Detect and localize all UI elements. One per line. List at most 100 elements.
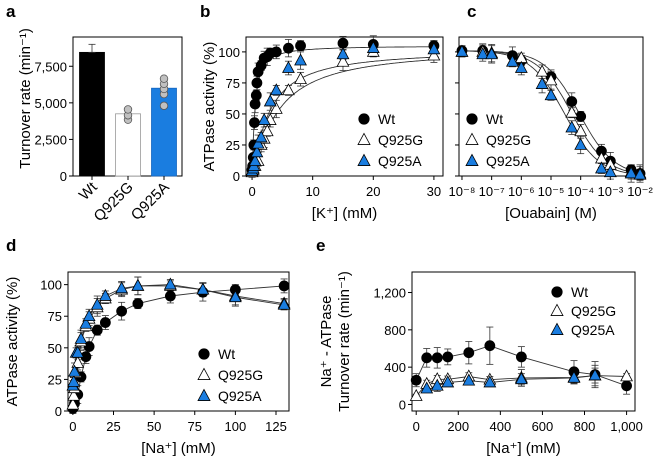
panel-d-point-q925a <box>82 309 96 322</box>
panel-e-xtick-label: 0 <box>413 419 420 434</box>
panel-b-point-q925a <box>250 145 264 158</box>
panel-d-na-activation: 0 25 50 75 100 0 25 50 75 100 125 [Na⁺] (mM) ATPase … <box>4 271 291 457</box>
panel-letter-e: e <box>316 236 325 255</box>
panel-c-point-q925g <box>565 105 579 118</box>
panel-b-point-wt <box>251 77 263 89</box>
panel-c-point-q925a <box>506 54 519 67</box>
panel-a-bar-q925a <box>151 87 177 177</box>
panel-d-point-q925a <box>131 278 145 291</box>
panel-b-legend-marker-wt <box>358 113 370 125</box>
panel-b-point-q925a <box>269 83 283 96</box>
panel-d-point-q925a <box>163 277 177 290</box>
panel-letter-b: b <box>200 2 210 21</box>
panel-d-point-wt <box>164 290 176 302</box>
panel-d-ytick-label: 25 <box>48 372 62 387</box>
panel-c-point-q925a <box>603 165 617 178</box>
panel-b-y-axis-label: ATPase activity (%) <box>201 42 218 172</box>
panel-d-point-q925a <box>277 297 291 310</box>
panel-c-ouabain-inhibition: 10⁻⁸ 10⁻⁷ 10⁻⁶ 10⁻⁵ 10⁻⁴ 10⁻³ 10⁻² [Ouabain] (M… <box>449 36 654 222</box>
panel-b-point-q925a <box>248 153 262 166</box>
panel-b-point-wt <box>270 46 282 58</box>
panel-d-xtick-label: 125 <box>265 419 287 434</box>
panel-b-point-q925g <box>282 83 295 96</box>
panel-d-legend-label-q925g: Q925G <box>218 367 263 383</box>
panel-e-point-wt <box>442 351 454 363</box>
panel-b-point-wt <box>250 89 262 101</box>
panel-letter-c: c <box>467 2 476 21</box>
panel-a-ytick-label: 5,000 <box>34 96 67 111</box>
panel-e-xtick-label: 1,000 <box>610 419 643 434</box>
panel-b-point-wt <box>249 117 260 129</box>
panel-d-xtick-label: 100 <box>225 419 247 434</box>
panel-b-point-q925a <box>263 94 277 107</box>
panel-b-ytick-label: 75 <box>226 76 240 91</box>
panel-e-y-axis-label-line2: Turnover rate (min⁻¹) <box>336 271 353 412</box>
panel-b-ytick-label: 0 <box>233 169 240 184</box>
panel-e-legend-marker-q925a <box>550 322 564 335</box>
panel-b-point-q925a <box>257 113 271 125</box>
panel-d-point-q925a <box>196 282 210 295</box>
panel-b-point-q925a <box>366 41 380 53</box>
panel-c-point-q925a <box>565 120 579 133</box>
panel-b-xtick-label: 10 <box>305 184 319 199</box>
panel-c-point-q925a <box>514 60 528 73</box>
panel-e-xtick-label: 400 <box>490 419 512 434</box>
panel-e-point-wt <box>421 352 433 364</box>
panel-c-point-q925a <box>485 47 499 60</box>
panel-b-xtick-label: 0 <box>248 184 255 199</box>
panel-c-xtick-label: 10⁻⁶ <box>508 184 535 199</box>
panel-c-point-q925a <box>624 166 638 179</box>
panel-b-legend-label-wt: Wt <box>378 111 395 127</box>
panel-c-point-q925a <box>574 137 588 150</box>
panel-b-point-q925g <box>294 72 307 85</box>
panel-b-ytick-label: 50 <box>226 107 240 122</box>
panel-d-point-wt <box>99 317 111 328</box>
panel-e-ytick-label: 800 <box>384 323 406 338</box>
panel-d-point-q925g <box>71 355 85 368</box>
panel-d-point-q925g <box>67 388 81 401</box>
panel-d-point-wt <box>83 341 95 352</box>
panel-d-point-q925a <box>71 345 85 358</box>
panel-e-point-wt <box>410 374 422 386</box>
panel-d-xtick-label: 0 <box>69 419 76 434</box>
panel-b-point-q925g <box>260 124 274 137</box>
panel-e-x-axis-label: [Na⁺] (mM) <box>486 440 561 457</box>
panel-d-point-q925a <box>98 288 112 301</box>
panel-d-ytick-label: 50 <box>48 341 62 356</box>
panel-b-point-q925g <box>269 101 283 114</box>
panel-d-plot-frame <box>67 271 290 412</box>
panel-b-fit-q925g <box>251 58 439 177</box>
panel-d-xtick-label: 25 <box>106 419 120 434</box>
panel-a-xtick-label: Q925G <box>91 179 137 225</box>
panel-b-point-q925g <box>427 48 441 61</box>
panel-c-point-q925a <box>535 77 549 89</box>
panel-e-ytick-label: 1,200 <box>373 286 406 301</box>
panel-d-point-wt <box>132 298 144 309</box>
panel-a-point-q925a <box>159 101 169 110</box>
panel-e-point-wt <box>515 351 527 363</box>
panel-e-point-q925a <box>567 370 581 383</box>
panel-e-point-q925a <box>441 375 455 388</box>
panel-d-point-q925a <box>90 297 104 310</box>
panel-e-xtick-label: 800 <box>574 419 596 434</box>
panel-a-ytick-label: 7,500 <box>34 59 67 74</box>
panel-c-legend-marker-wt <box>466 113 478 125</box>
panel-c-point-wt <box>566 96 578 107</box>
panel-letter-d: d <box>6 236 16 255</box>
panel-d-point-q925a <box>74 331 88 344</box>
panel-d-xtick-label: 75 <box>188 419 202 434</box>
panel-c-legend-label-q925a: Q925A <box>486 153 530 169</box>
panel-e-ytick-label: 400 <box>384 360 406 375</box>
panel-d-x-axis-label: [Na⁺] (mM) <box>141 440 216 457</box>
panel-b-point-q925a <box>336 47 350 60</box>
panel-a-ytick-label: 0 <box>60 169 67 184</box>
panel-letter-a: a <box>6 2 16 21</box>
panel-e-y-axis-label-line1: Na⁺ - ATPase <box>318 296 335 388</box>
panel-e-point-q925a <box>588 368 602 381</box>
panel-c-point-q925g <box>544 73 558 86</box>
panel-d-legend-marker-wt <box>198 348 210 360</box>
panel-d-point-q925a <box>67 374 81 387</box>
panel-e-legend-marker-q925g <box>550 303 564 316</box>
panel-c-xtick-label: 10⁻⁷ <box>479 184 505 199</box>
panel-e-point-q925a <box>483 375 497 388</box>
